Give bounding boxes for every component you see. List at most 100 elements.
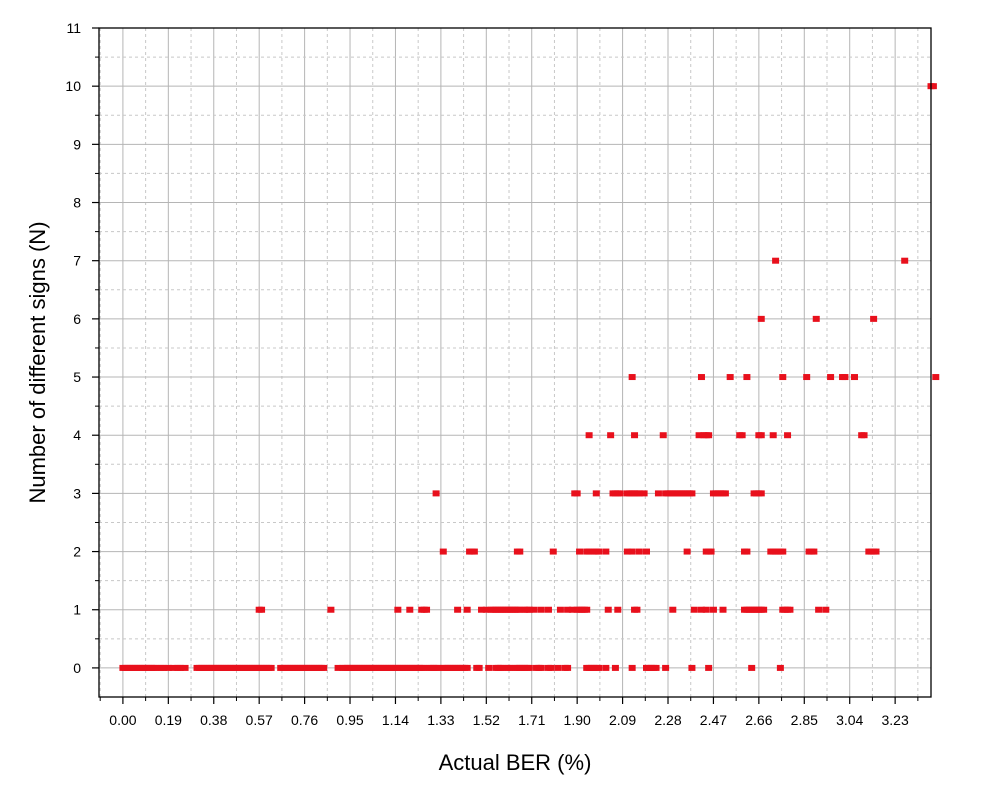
data-point [628, 664, 636, 671]
y-tick-label: 2 [73, 544, 81, 560]
data-point [760, 606, 768, 613]
x-tick-label: 0.19 [155, 712, 182, 728]
data-point [932, 374, 940, 381]
data-point [537, 606, 545, 613]
data-point [470, 548, 478, 555]
data-point [616, 490, 624, 497]
data-point [697, 606, 705, 613]
data-point [320, 664, 328, 671]
x-tick-label: 0.00 [109, 712, 136, 728]
data-point [556, 606, 564, 613]
x-tick-label: 3.23 [882, 712, 909, 728]
data-point [434, 664, 442, 671]
data-point [544, 606, 552, 613]
data-point [841, 374, 849, 381]
data-point [640, 490, 648, 497]
data-point [784, 432, 792, 439]
x-tick-label: 1.90 [564, 712, 591, 728]
data-point [454, 606, 462, 613]
data-point [463, 606, 471, 613]
data-point [439, 548, 447, 555]
data-point [707, 548, 715, 555]
data-point [690, 606, 698, 613]
data-point [537, 664, 545, 671]
y-tick-label: 5 [73, 369, 81, 385]
data-point [803, 374, 811, 381]
data-point [607, 432, 615, 439]
x-tick-label: 0.57 [246, 712, 273, 728]
data-point [757, 315, 765, 322]
data-points [119, 83, 940, 671]
y-tick-label: 7 [73, 253, 81, 269]
data-point [662, 664, 670, 671]
data-point [516, 548, 524, 555]
data-point [176, 664, 184, 671]
data-point [583, 606, 591, 613]
data-point [705, 664, 713, 671]
y-tick-label: 3 [73, 485, 81, 501]
data-point [769, 432, 777, 439]
data-point [705, 432, 713, 439]
x-tick-label: 2.66 [745, 712, 772, 728]
x-axis-title: Actual BER (%) [439, 750, 592, 775]
data-point [585, 432, 593, 439]
y-tick-label: 1 [73, 602, 81, 618]
data-point [872, 548, 880, 555]
data-point [812, 315, 820, 322]
data-point [432, 490, 440, 497]
data-point [702, 606, 710, 613]
data-point [697, 374, 705, 381]
data-point [659, 432, 667, 439]
data-point [719, 606, 727, 613]
y-tick-label: 0 [73, 660, 81, 676]
data-point [688, 490, 696, 497]
x-tick-label: 2.28 [654, 712, 681, 728]
x-tick-label: 2.85 [791, 712, 818, 728]
data-point [602, 664, 610, 671]
data-point [669, 606, 677, 613]
data-point [743, 374, 751, 381]
data-point [420, 664, 428, 671]
data-point [748, 664, 756, 671]
data-point [394, 606, 402, 613]
data-point [614, 606, 622, 613]
data-point [573, 490, 581, 497]
data-point [822, 606, 830, 613]
plot-frame [98, 27, 932, 698]
data-point [576, 548, 584, 555]
data-point [860, 432, 868, 439]
y-tick-label: 6 [73, 311, 81, 327]
data-point [827, 374, 835, 381]
data-point [604, 606, 612, 613]
data-point [549, 548, 557, 555]
data-point [815, 606, 823, 613]
data-point [633, 606, 641, 613]
y-tick-label: 9 [73, 136, 81, 152]
data-point [463, 664, 471, 671]
data-point [169, 664, 177, 671]
x-tick-label: 1.52 [473, 712, 500, 728]
y-tick-label: 4 [73, 427, 81, 443]
y-axis-title: Number of different signs (N) [25, 221, 50, 503]
x-tick-label: 1.33 [427, 712, 454, 728]
x-tick-label: 2.47 [700, 712, 727, 728]
data-point [554, 664, 562, 671]
y-tick-label: 8 [73, 195, 81, 211]
data-point [709, 606, 717, 613]
data-point [611, 664, 619, 671]
data-point [525, 606, 533, 613]
data-point [901, 257, 909, 264]
data-point [334, 664, 342, 671]
data-point [929, 83, 937, 90]
data-point [602, 548, 610, 555]
data-point [327, 606, 335, 613]
x-tick-label: 0.76 [291, 712, 318, 728]
data-point [628, 548, 636, 555]
data-point [530, 606, 538, 613]
grid-lines [99, 27, 931, 697]
data-point [482, 606, 490, 613]
data-point [776, 664, 784, 671]
data-point [628, 374, 636, 381]
y-tick-label: 11 [66, 20, 81, 36]
